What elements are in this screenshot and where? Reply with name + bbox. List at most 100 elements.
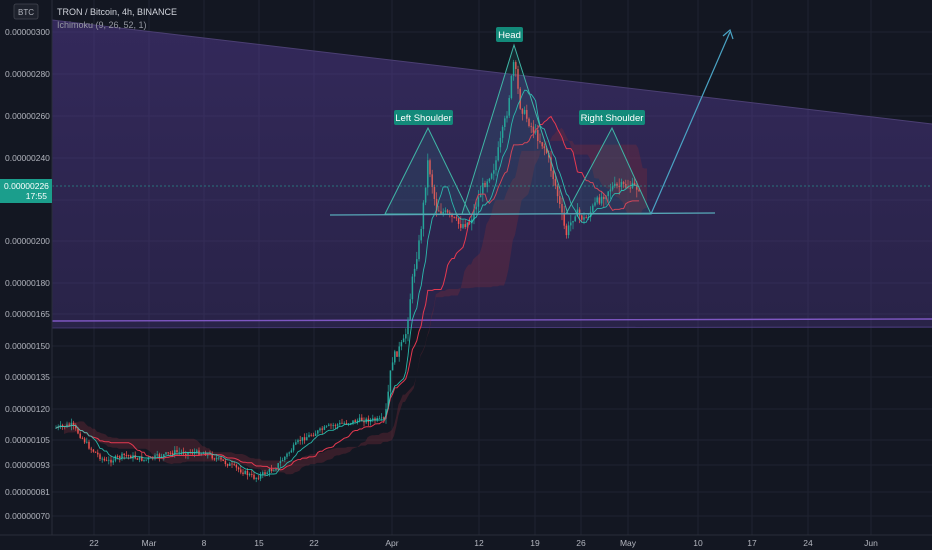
candle-body — [466, 222, 469, 228]
candle-body — [581, 215, 583, 220]
candle-body — [523, 109, 526, 114]
candle-body — [328, 424, 330, 426]
candle-body — [213, 458, 216, 460]
candle-body — [114, 456, 117, 461]
candle-body — [88, 441, 90, 449]
candle-body — [268, 469, 271, 473]
candle-body — [611, 186, 614, 190]
candle-body — [108, 459, 110, 461]
candle-body — [497, 147, 499, 161]
candle-body — [585, 217, 587, 219]
svg-text:Right Shoulder: Right Shoulder — [581, 113, 644, 124]
candle-body — [336, 424, 339, 426]
candle-body — [499, 137, 502, 148]
candle-body — [116, 456, 119, 457]
candle-body — [277, 463, 279, 469]
y-tick-label: 0.00000070 — [5, 511, 50, 521]
candle-body — [418, 240, 420, 260]
candle-body — [565, 225, 568, 236]
candle-body — [545, 148, 548, 153]
candle-body — [222, 459, 224, 461]
candle-body — [427, 160, 429, 188]
candle-body — [554, 179, 557, 186]
candle-body — [125, 455, 128, 456]
candle-body — [127, 455, 130, 456]
x-axis[interactable]: 22 Mar 8 15 22 Apr 12 19 26 May 10 17 24 Jun — [0, 534, 932, 550]
candle-body — [174, 450, 176, 455]
candle-body — [636, 185, 638, 190]
y-axis[interactable]: 0.00000300 0.00000280 0.00000260 0.00000240… — [0, 0, 53, 550]
candle-body — [583, 217, 585, 220]
candle-body — [81, 437, 84, 439]
candle-body — [363, 421, 365, 423]
candle-body — [407, 319, 409, 335]
candle-body — [187, 452, 189, 455]
candle-body — [457, 218, 460, 224]
candle-body — [556, 185, 559, 197]
candle-body — [383, 417, 385, 419]
candle-body — [486, 181, 488, 188]
candle-body — [508, 98, 510, 116]
candle-body — [211, 454, 213, 459]
candle-body — [620, 182, 623, 187]
candle-body — [231, 463, 233, 465]
candle-body — [68, 424, 70, 426]
candle-body — [570, 222, 572, 226]
y-tick-label: 0.00000280 — [5, 69, 50, 79]
candle-body — [501, 126, 504, 138]
candle-body — [471, 219, 473, 224]
candle-body — [416, 259, 418, 269]
candle-body — [431, 174, 433, 188]
candle-body — [475, 206, 477, 210]
candle-body — [138, 456, 141, 460]
candle-body — [567, 225, 570, 236]
svg-text:Head: Head — [498, 30, 521, 41]
candle-body — [515, 62, 517, 70]
candle-body — [110, 459, 112, 463]
candle-body — [215, 458, 218, 460]
currency-badge[interactable] — [13, 3, 39, 20]
candle-body — [229, 463, 231, 466]
x-tick-label: Mar — [142, 538, 157, 548]
candle-body — [537, 130, 539, 141]
candle-body — [297, 440, 299, 443]
candle-body — [596, 197, 598, 203]
candle-body — [438, 210, 440, 212]
candle-body — [295, 442, 297, 445]
x-tick-label: 22 — [89, 538, 99, 548]
candle-body — [391, 362, 394, 371]
candle-body — [550, 157, 552, 171]
candle-body — [504, 118, 506, 127]
candle-body — [92, 449, 95, 452]
candle-body — [75, 425, 77, 429]
candle-body — [532, 126, 535, 133]
candle-body — [94, 451, 97, 453]
candle-body — [543, 146, 546, 149]
candle-body — [521, 108, 524, 114]
candle-body — [442, 211, 444, 214]
candle-body — [86, 441, 88, 443]
x-tick-label: Jun — [864, 538, 878, 548]
candle-body — [576, 209, 579, 217]
x-tick-label: 10 — [693, 538, 703, 548]
candle-body — [493, 170, 495, 174]
candle-body — [339, 422, 341, 425]
candle-body — [288, 452, 290, 454]
candle-body — [561, 203, 563, 213]
candle-body — [301, 437, 304, 441]
indicator-legend[interactable]: Ichimoku (9, 26, 52, 1) — [57, 20, 147, 30]
candle-body — [572, 220, 574, 223]
candle-body — [141, 456, 143, 461]
candle-body — [321, 428, 323, 430]
candle-body — [226, 464, 229, 466]
candle-body — [224, 460, 227, 465]
candle-body — [235, 464, 238, 468]
candle-body — [622, 182, 625, 184]
last-price-label: 0.00000226 17:55 — [0, 179, 52, 203]
candle-body — [563, 212, 565, 226]
x-tick-label: 12 — [474, 538, 484, 548]
candle-body — [354, 420, 356, 423]
candle-body — [233, 464, 235, 465]
